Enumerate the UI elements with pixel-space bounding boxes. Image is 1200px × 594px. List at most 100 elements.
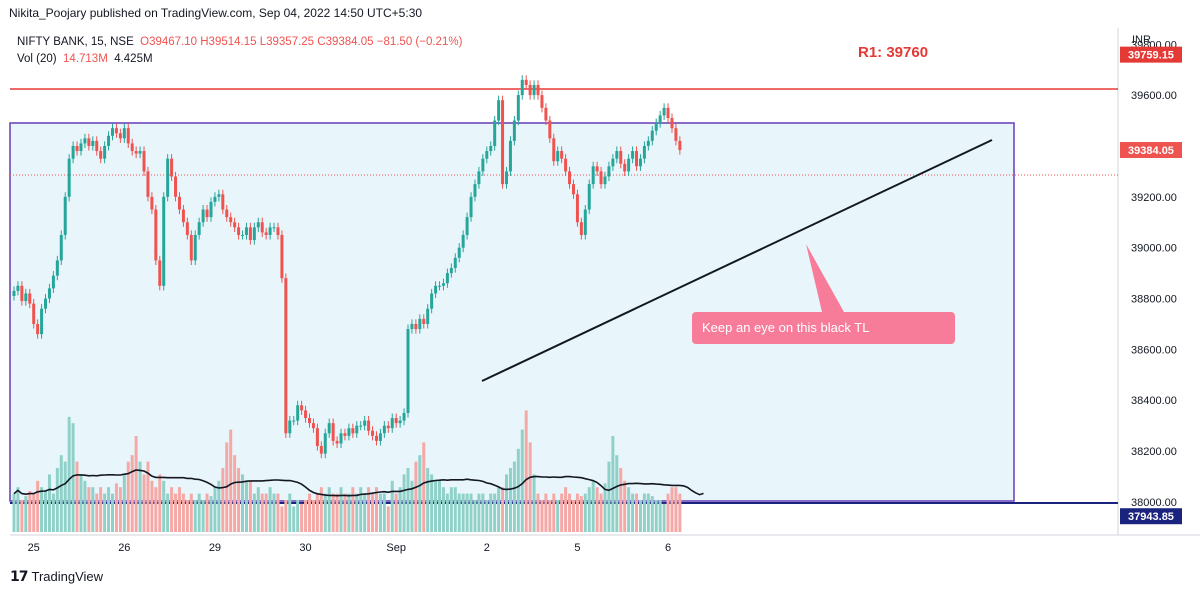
candle xyxy=(162,192,166,291)
volume-bar xyxy=(536,493,540,532)
volume-bar xyxy=(638,500,642,532)
candle xyxy=(374,431,378,446)
volume-bar xyxy=(311,500,315,532)
candle xyxy=(138,146,142,159)
candle xyxy=(91,136,95,151)
volume-bar xyxy=(678,493,682,532)
volume-bar xyxy=(595,487,599,532)
volume-bar xyxy=(631,493,635,532)
volume-bar xyxy=(181,493,185,532)
volume-label[interactable]: Vol (20) xyxy=(17,53,57,65)
volume-bar xyxy=(24,496,28,532)
volume-bar xyxy=(166,493,170,532)
candle xyxy=(441,278,445,291)
price-tag-label: 39759.15 xyxy=(1128,50,1174,62)
candle xyxy=(410,319,414,334)
footer-brand[interactable]: 𝟭𝟳 TradingView xyxy=(10,568,103,585)
volume-bar xyxy=(477,493,481,532)
candle xyxy=(398,416,402,428)
volume-bar xyxy=(315,493,319,532)
volume-bar xyxy=(12,493,16,532)
candle xyxy=(642,141,646,164)
candle xyxy=(422,314,426,329)
candle xyxy=(434,281,438,299)
x-axis[interactable]: 25 26 29 30 Sep 2 5 6 xyxy=(28,542,672,554)
volume-bar xyxy=(568,493,572,532)
candle xyxy=(457,243,461,263)
candle xyxy=(607,161,611,182)
volume-bar xyxy=(438,480,442,532)
candle xyxy=(315,423,319,451)
candle xyxy=(386,421,390,433)
x-tick-label: 30 xyxy=(299,542,311,554)
volume-bar xyxy=(20,500,24,532)
y-tick-label: 38600.00 xyxy=(1131,344,1177,356)
candle xyxy=(36,319,40,339)
chart-legend: NIFTY BANK, 15, NSE O39467.10 H39514.15 … xyxy=(17,34,462,68)
footer-brand-label: TradingView xyxy=(31,569,104,584)
candle xyxy=(260,217,264,237)
candle xyxy=(95,136,99,156)
candle xyxy=(512,115,516,146)
candle xyxy=(650,126,654,146)
y-tick-label: 38800.00 xyxy=(1131,294,1177,306)
volume-bar xyxy=(524,410,528,532)
symbol-label[interactable]: NIFTY BANK, 15, NSE xyxy=(17,36,134,48)
candle xyxy=(449,263,453,278)
candle xyxy=(55,255,59,281)
candle xyxy=(24,288,28,306)
candle xyxy=(524,75,528,90)
trendline[interactable] xyxy=(481,139,993,382)
volume-bar xyxy=(138,461,142,532)
volume-bar xyxy=(378,493,382,532)
volume-bar xyxy=(473,500,477,532)
volume-bars xyxy=(12,410,682,532)
candle xyxy=(296,400,300,426)
candle xyxy=(83,133,87,148)
y-axis[interactable]: 38000.00 38200.00 38400.00 38600.00 38800.00… xyxy=(1131,39,1177,509)
candle xyxy=(583,204,587,240)
callout-box[interactable] xyxy=(692,312,955,344)
candle xyxy=(623,159,627,176)
volume-bar xyxy=(390,480,394,532)
volume-bar xyxy=(532,474,536,532)
candle xyxy=(516,90,520,126)
candle xyxy=(63,192,67,240)
volume-bar xyxy=(422,442,426,532)
candle xyxy=(319,441,323,459)
candle xyxy=(154,204,158,265)
volume-bar xyxy=(71,423,75,532)
candle xyxy=(47,283,51,304)
candle xyxy=(67,154,71,202)
candle xyxy=(477,166,481,189)
volume-bar xyxy=(252,493,256,532)
publisher-line: Nikita_Poojary published on TradingView.… xyxy=(9,6,423,20)
candle xyxy=(367,416,371,436)
volume-bar xyxy=(323,493,327,532)
volume-bar xyxy=(327,487,331,532)
candle xyxy=(382,421,386,438)
volume-bar xyxy=(623,480,627,532)
candle xyxy=(662,103,666,121)
candle xyxy=(197,217,201,240)
volume-bar xyxy=(552,493,556,532)
candle xyxy=(528,80,532,100)
candle xyxy=(599,166,603,189)
candle xyxy=(256,217,260,232)
candle xyxy=(20,281,24,306)
volume-bar xyxy=(111,493,114,532)
volume-bar xyxy=(268,487,272,532)
candle xyxy=(544,103,548,126)
volume-bar xyxy=(95,493,99,532)
volume-bar xyxy=(304,500,308,532)
volume-bar xyxy=(32,493,36,532)
candle xyxy=(311,418,315,433)
candle xyxy=(284,273,288,438)
candle xyxy=(189,230,193,265)
volume-bar xyxy=(292,506,296,532)
volume-bar xyxy=(520,429,524,532)
candle xyxy=(631,146,635,164)
volume-bar xyxy=(662,503,666,532)
volume-bar xyxy=(548,500,552,532)
